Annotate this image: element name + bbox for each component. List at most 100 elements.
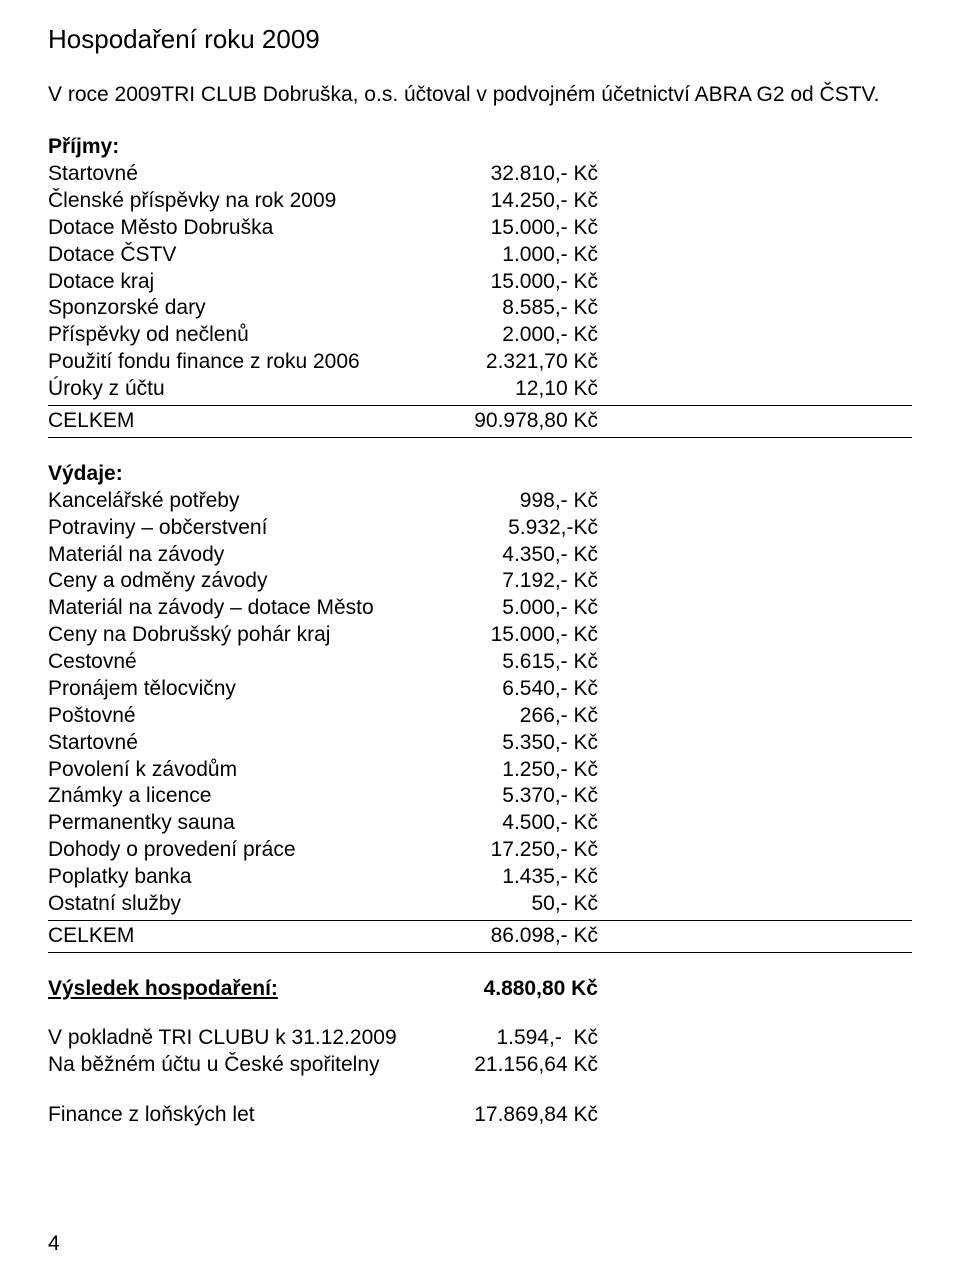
expenses-total-row: CELKEM 86.098,- Kč xyxy=(48,923,912,950)
expenses-row-label: Materiál na závody – dotace Město xyxy=(48,595,448,622)
expenses-row: Dohody o provedení práce17.250,- Kč xyxy=(48,837,912,864)
expenses-row-label: Pronájem tělocvičny xyxy=(48,676,448,703)
expenses-row-label: Startovné xyxy=(48,730,448,757)
income-row-label: Příspěvky od nečlenů xyxy=(48,322,448,349)
expenses-row: Ceny na Dobrušský pohár kraj15.000,- Kč xyxy=(48,622,912,649)
expenses-row-label: Ostatní služby xyxy=(48,891,448,918)
expenses-row: Poplatky banka1.435,- Kč xyxy=(48,864,912,891)
income-rows: Startovné32.810,- KčČlenské příspěvky na… xyxy=(48,161,912,403)
income-row: Dotace ČSTV1.000,- Kč xyxy=(48,242,912,269)
expenses-row-value: 5.000,- Kč xyxy=(448,595,598,622)
income-row-value: 2.321,70 Kč xyxy=(448,349,598,376)
balance-row: Na běžném účtu u České spořitelny21.156,… xyxy=(48,1052,912,1079)
income-row: Členské příspěvky na rok 200914.250,- Kč xyxy=(48,188,912,215)
expenses-row-value: 6.540,- Kč xyxy=(448,676,598,703)
expenses-row-label: Kancelářské potřeby xyxy=(48,488,448,515)
expenses-total-value: 86.098,- Kč xyxy=(448,923,598,950)
balance-row-value: 1.594,- Kč xyxy=(448,1025,598,1052)
expenses-row-value: 50,- Kč xyxy=(448,891,598,918)
result-row: Výsledek hospodaření: 4.880,80 Kč xyxy=(48,977,912,1001)
expenses-row: Pronájem tělocvičny6.540,- Kč xyxy=(48,676,912,703)
income-label: Příjmy: xyxy=(48,135,912,159)
expenses-row-label: Poštovné xyxy=(48,703,448,730)
income-row-value: 8.585,- Kč xyxy=(448,295,598,322)
expenses-row-label: Dohody o provedení práce xyxy=(48,837,448,864)
extra-row-label: Finance z loňských let xyxy=(48,1102,448,1129)
income-row: Dotace kraj15.000,- Kč xyxy=(48,269,912,296)
expenses-row: Ceny a odměny závody7.192,- Kč xyxy=(48,568,912,595)
expenses-rows: Kancelářské potřeby998,- KčPotraviny – o… xyxy=(48,488,912,918)
income-row-value: 32.810,- Kč xyxy=(448,161,598,188)
expenses-row-label: Ceny a odměny závody xyxy=(48,568,448,595)
income-row: Dotace Město Dobruška15.000,- Kč xyxy=(48,215,912,242)
expenses-row-value: 4.500,- Kč xyxy=(448,810,598,837)
expenses-row: Materiál na závody4.350,- Kč xyxy=(48,542,912,569)
income-row-label: Členské příspěvky na rok 2009 xyxy=(48,188,448,215)
income-row: Startovné32.810,- Kč xyxy=(48,161,912,188)
income-row-label: Sponzorské dary xyxy=(48,295,448,322)
expenses-row-label: Poplatky banka xyxy=(48,864,448,891)
expenses-row-value: 5.350,- Kč xyxy=(448,730,598,757)
expenses-block: Výdaje: Kancelářské potřeby998,- KčPotra… xyxy=(48,462,912,953)
page-title: Hospodaření roku 2009 xyxy=(48,24,912,55)
income-total-row: CELKEM 90.978,80 Kč xyxy=(48,408,912,435)
expenses-row-value: 998,- Kč xyxy=(448,488,598,515)
income-row-label: Dotace ČSTV xyxy=(48,242,448,269)
income-row-value: 12,10 Kč xyxy=(448,376,598,403)
expenses-row: Ostatní služby50,- Kč xyxy=(48,891,912,918)
income-row-value: 1.000,- Kč xyxy=(448,242,598,269)
extra-row: Finance z loňských let17.869,84 Kč xyxy=(48,1102,912,1129)
intro-paragraph: V roce 2009TRI CLUB Dobruška, o.s. účtov… xyxy=(48,83,912,107)
expenses-total-label: CELKEM xyxy=(48,923,448,950)
page: Hospodaření roku 2009 V roce 2009TRI CLU… xyxy=(0,0,960,1276)
income-row: Použití fondu finance z roku 20062.321,7… xyxy=(48,349,912,376)
expenses-row-value: 5.370,- Kč xyxy=(448,783,598,810)
expenses-row-value: 4.350,- Kč xyxy=(448,542,598,569)
page-number: 4 xyxy=(48,1232,60,1256)
result-label: Výsledek hospodaření: xyxy=(48,977,448,1001)
income-total-label: CELKEM xyxy=(48,408,448,435)
income-row: Sponzorské dary8.585,- Kč xyxy=(48,295,912,322)
income-row-value: 14.250,- Kč xyxy=(448,188,598,215)
balance-row-value: 21.156,64 Kč xyxy=(448,1052,598,1079)
income-block: Příjmy: Startovné32.810,- KčČlenské přís… xyxy=(48,135,912,438)
income-divider-top xyxy=(48,405,912,406)
income-row: Úroky z účtu12,10 Kč xyxy=(48,376,912,403)
expenses-row: Cestovné5.615,- Kč xyxy=(48,649,912,676)
expenses-row-value: 5.615,- Kč xyxy=(448,649,598,676)
income-row-label: Dotace Město Dobruška xyxy=(48,215,448,242)
expenses-row-value: 7.192,- Kč xyxy=(448,568,598,595)
expenses-row: Kancelářské potřeby998,- Kč xyxy=(48,488,912,515)
expenses-row-label: Permanentky sauna xyxy=(48,810,448,837)
income-total-value: 90.978,80 Kč xyxy=(448,408,598,435)
expenses-row-label: Ceny na Dobrušský pohár kraj xyxy=(48,622,448,649)
expenses-row-value: 15.000,- Kč xyxy=(448,622,598,649)
balance-row: V pokladně TRI CLUBU k 31.12.20091.594,-… xyxy=(48,1025,912,1052)
income-divider-bottom xyxy=(48,437,912,438)
extra-row-value: 17.869,84 Kč xyxy=(448,1102,598,1129)
expenses-row-value: 17.250,- Kč xyxy=(448,837,598,864)
expenses-row-value: 5.932,-Kč xyxy=(448,515,598,542)
expenses-row: Permanentky sauna4.500,- Kč xyxy=(48,810,912,837)
expenses-row-label: Známky a licence xyxy=(48,783,448,810)
expenses-row: Potraviny – občerstvení5.932,-Kč xyxy=(48,515,912,542)
income-row-value: 15.000,- Kč xyxy=(448,269,598,296)
expenses-row: Startovné5.350,- Kč xyxy=(48,730,912,757)
expenses-row-value: 1.435,- Kč xyxy=(448,864,598,891)
balance-row-label: V pokladně TRI CLUBU k 31.12.2009 xyxy=(48,1025,448,1052)
balance-row-label: Na běžném účtu u České spořitelny xyxy=(48,1052,448,1079)
income-row-label: Startovné xyxy=(48,161,448,188)
expenses-divider-bottom xyxy=(48,952,912,953)
balances-block: V pokladně TRI CLUBU k 31.12.20091.594,-… xyxy=(48,1025,912,1079)
expenses-row: Materiál na závody – dotace Město5.000,-… xyxy=(48,595,912,622)
income-row-label: Použití fondu finance z roku 2006 xyxy=(48,349,448,376)
expenses-row-label: Potraviny – občerstvení xyxy=(48,515,448,542)
expenses-row-label: Cestovné xyxy=(48,649,448,676)
extra-block: Finance z loňských let17.869,84 Kč xyxy=(48,1102,912,1129)
expenses-row-value: 1.250,- Kč xyxy=(448,757,598,784)
income-row-value: 2.000,- Kč xyxy=(448,322,598,349)
expenses-label: Výdaje: xyxy=(48,462,912,486)
income-row: Příspěvky od nečlenů2.000,- Kč xyxy=(48,322,912,349)
result-value: 4.880,80 Kč xyxy=(448,977,598,1001)
expenses-row: Povolení k závodům1.250,- Kč xyxy=(48,757,912,784)
